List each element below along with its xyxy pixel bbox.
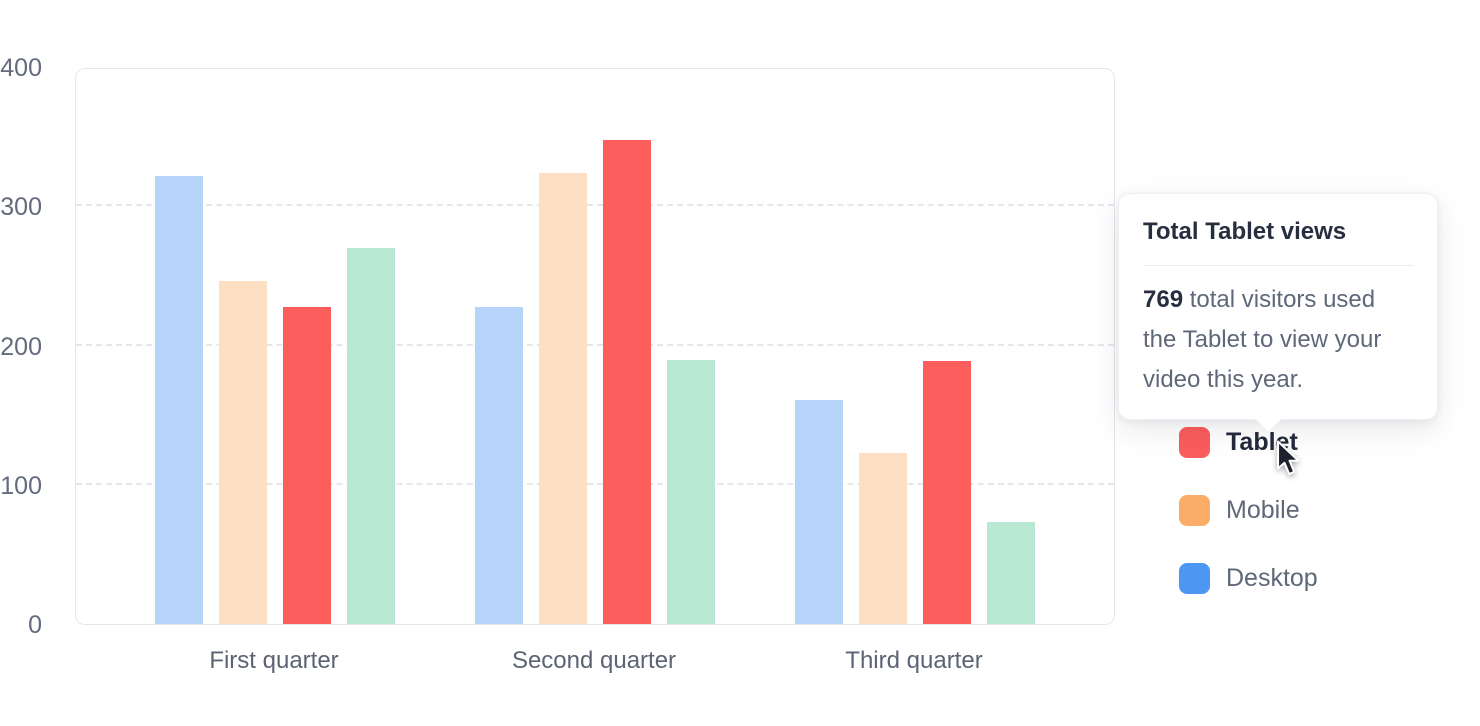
bar-desktop-third-quarter[interactable] <box>795 400 843 624</box>
bar-unlabeled-third-quarter[interactable] <box>987 521 1035 624</box>
bar-mobile-third-quarter[interactable] <box>859 452 907 624</box>
x-tick-label-first-quarter: First quarter <box>209 647 339 674</box>
bar-tablet-second-quarter[interactable] <box>603 140 651 624</box>
legend-swatch-tablet <box>1179 427 1210 458</box>
bar-desktop-second-quarter[interactable] <box>475 307 523 624</box>
bar-desktop-first-quarter[interactable] <box>155 176 203 624</box>
mouse-cursor-icon <box>1277 440 1300 476</box>
x-tick-label-second-quarter: Second quarter <box>511 647 677 674</box>
bar-group-first-quarter <box>155 176 395 624</box>
legend-swatch-mobile <box>1179 495 1210 526</box>
tooltip-divider <box>1143 265 1413 266</box>
bar-group-third-quarter <box>795 361 1035 624</box>
y-tick-label-0: 0 <box>28 611 42 639</box>
y-tick-label-400: 400 <box>0 54 42 82</box>
legend-label: Mobile <box>1226 496 1300 524</box>
bar-unlabeled-second-quarter[interactable] <box>667 359 715 624</box>
bar-mobile-second-quarter[interactable] <box>539 173 587 624</box>
gridline-300 <box>76 204 1114 207</box>
tooltip-body: 769 total visitors used the Tablet to vi… <box>1143 280 1413 400</box>
legend-swatch-desktop <box>1179 563 1210 594</box>
plot-area <box>75 68 1115 625</box>
bar-group-second-quarter <box>475 140 715 624</box>
tooltip: Total Tablet views 769 total visitors us… <box>1118 193 1438 433</box>
legend-item-mobile[interactable]: Mobile <box>1179 495 1318 526</box>
bar-unlabeled-first-quarter[interactable] <box>347 247 395 624</box>
bar-tablet-third-quarter[interactable] <box>923 361 971 624</box>
y-tick-label-100: 100 <box>0 471 42 500</box>
legend-label: Desktop <box>1226 564 1318 592</box>
x-tick-label-third-quarter: Third quarter <box>845 647 983 674</box>
gridline-100 <box>76 482 1114 485</box>
legend: Tablet Mobile Desktop <box>1179 427 1318 594</box>
bar-mobile-first-quarter[interactable] <box>219 281 267 624</box>
bar-tablet-first-quarter[interactable] <box>283 307 331 624</box>
tooltip-value: 769 <box>1143 286 1184 313</box>
gridline-200 <box>76 343 1114 346</box>
y-tick-label-300: 300 <box>0 193 42 222</box>
tooltip-title: Total Tablet views <box>1143 218 1347 245</box>
tooltip-text: total visitors used the Tablet to view y… <box>1143 286 1382 393</box>
y-tick-label-200: 200 <box>0 332 42 361</box>
legend-item-desktop[interactable]: Desktop <box>1179 563 1318 594</box>
